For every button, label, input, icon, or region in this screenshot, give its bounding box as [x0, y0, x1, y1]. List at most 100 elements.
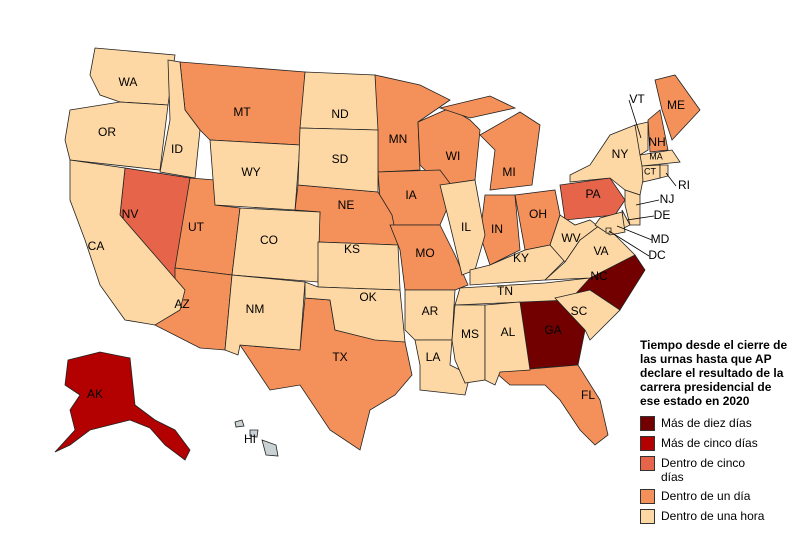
- state-label: GA: [544, 323, 561, 337]
- state: [159, 59, 201, 179]
- state-label: MO: [415, 246, 434, 260]
- state-label: NY: [612, 147, 629, 161]
- state-label: IA: [405, 188, 416, 202]
- state-label: MA: [649, 151, 663, 161]
- state-label: VT: [629, 92, 645, 106]
- state-label: SC: [571, 304, 588, 318]
- state-label: UT: [188, 220, 205, 234]
- legend-item: Más de diez días: [640, 416, 790, 431]
- callout-line: [665, 172, 677, 187]
- state-label: IN: [491, 222, 503, 236]
- state: [484, 301, 531, 386]
- state-label: OH: [529, 207, 547, 221]
- legend-swatch: [640, 509, 655, 524]
- state: [639, 149, 681, 167]
- state-label: TX: [332, 350, 347, 364]
- state-label: AL: [501, 325, 516, 339]
- legend-swatch: [640, 416, 655, 431]
- legend-label: Más de cinco días: [661, 436, 758, 450]
- state-label: OK: [359, 290, 376, 304]
- state: [224, 274, 306, 356]
- state-label: MS: [461, 327, 479, 341]
- state-label: MD: [651, 232, 670, 246]
- callout-line: [616, 225, 653, 241]
- legend-swatch: [640, 489, 655, 504]
- state-label: HI: [244, 432, 256, 446]
- state-label: CA: [88, 239, 105, 253]
- legend-swatch: [640, 456, 655, 471]
- state: [389, 224, 469, 291]
- state: [299, 71, 379, 131]
- state-label: NJ: [660, 192, 675, 206]
- state: [654, 74, 701, 141]
- state-label: AK: [87, 387, 103, 401]
- state: [624, 189, 641, 226]
- state-label: MI: [502, 165, 515, 179]
- state: [249, 429, 259, 438]
- callout-line: [608, 230, 650, 257]
- state-label: DE: [654, 208, 671, 222]
- state-label: ID: [171, 142, 183, 156]
- state-label: WV: [561, 231, 580, 245]
- states: [54, 47, 701, 461]
- legend-swatch: [640, 436, 655, 451]
- state: [659, 164, 669, 179]
- state-label: NE: [338, 198, 355, 212]
- state: [569, 124, 646, 196]
- state-labels: GA NC AK NV PA MT MN WI MI IA NE UT AZ TX MO IN OH FL ME NH…: [87, 75, 690, 446]
- state-label: SD: [332, 152, 349, 166]
- legend-item: Dentro de una hora: [640, 509, 790, 524]
- state-label: CT: [644, 166, 656, 176]
- state-label: KS: [344, 242, 360, 256]
- callout-line: [628, 99, 642, 139]
- state-label: AZ: [174, 297, 189, 311]
- state: [234, 419, 245, 428]
- state-label: NV: [122, 207, 139, 221]
- state-label: NH: [648, 135, 665, 149]
- callout-line: [626, 215, 655, 221]
- legend-title: Tiempo desde el cierre de las urnas hast…: [640, 338, 788, 408]
- state: [304, 281, 406, 343]
- state-label: NM: [246, 302, 265, 316]
- state-label: FL: [581, 388, 595, 402]
- state-label: WA: [119, 75, 138, 89]
- state-label: IL: [461, 220, 471, 234]
- state: [54, 351, 191, 461]
- state: [69, 159, 186, 326]
- state-label: LA: [426, 350, 441, 364]
- state: [261, 439, 279, 457]
- legend-item: Dentro de cinco días: [640, 456, 790, 484]
- state: [594, 211, 626, 236]
- state: [479, 111, 541, 191]
- state: [494, 364, 609, 446]
- state: [64, 101, 169, 171]
- callout-line: [635, 199, 660, 206]
- state-label: RI: [678, 178, 690, 192]
- legend-label: Dentro de cinco días: [661, 456, 746, 484]
- state-label: MN: [389, 132, 408, 146]
- state-label: TN: [497, 284, 513, 298]
- state-label: WY: [241, 165, 260, 179]
- legend-label: Dentro de una hora: [661, 509, 765, 523]
- state: [414, 339, 471, 396]
- legend-item: Dentro de un día: [640, 489, 790, 504]
- state-label: CO: [260, 233, 278, 247]
- state-label: ME: [667, 98, 685, 112]
- state-label: NC: [590, 269, 608, 283]
- state-label: DC: [648, 248, 666, 262]
- state: [647, 109, 669, 153]
- legend-label: Dentro de un día: [661, 489, 751, 503]
- state-label: OR: [98, 125, 116, 139]
- state: [438, 95, 517, 119]
- legend: Tiempo desde el cierre de las urnas hast…: [640, 338, 790, 529]
- state: [297, 127, 379, 193]
- state-label: VA: [593, 244, 608, 258]
- state: [554, 289, 621, 341]
- legend-label: Más de diez días: [661, 416, 752, 430]
- state-label: WI: [446, 149, 461, 163]
- state-label: AR: [422, 304, 439, 318]
- state-label: ND: [331, 107, 349, 121]
- state-label: MT: [233, 105, 251, 119]
